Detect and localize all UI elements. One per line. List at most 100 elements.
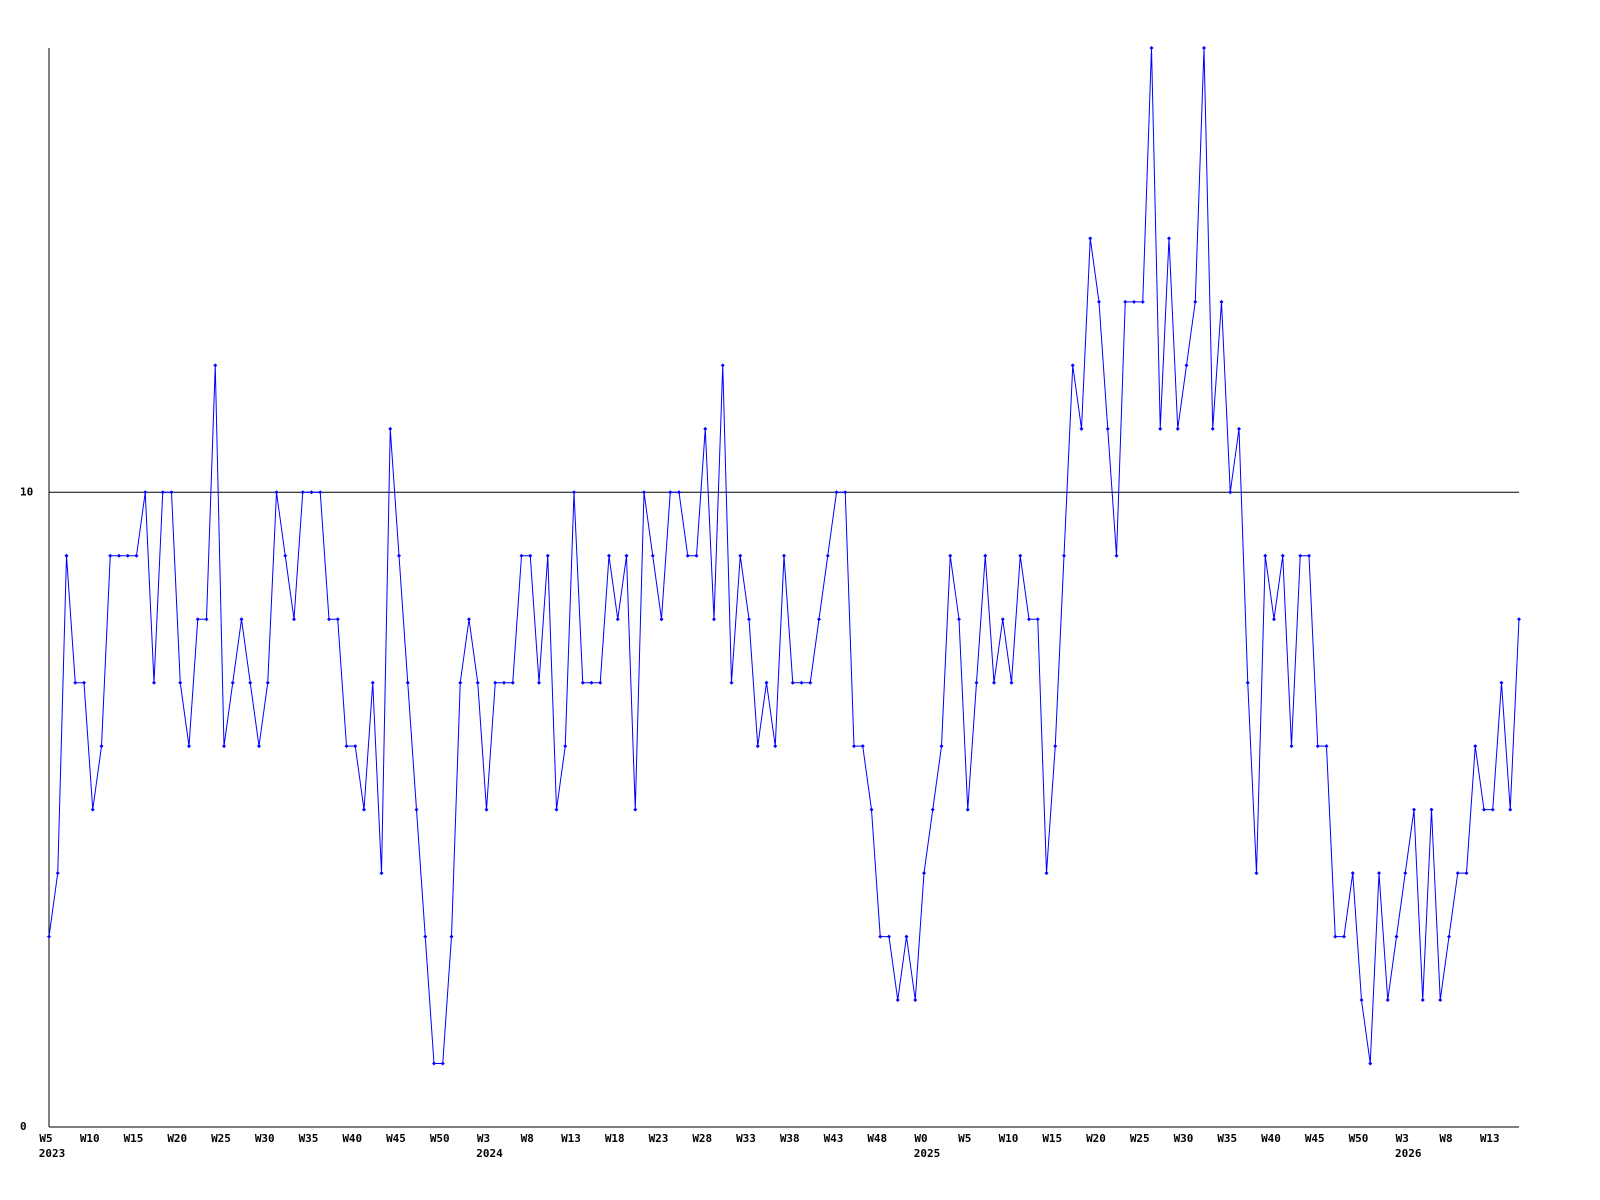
point — [195, 617, 200, 622]
point — [1219, 299, 1224, 304]
point — [388, 426, 393, 431]
point — [817, 617, 821, 622]
point — [1307, 553, 1311, 558]
point — [1228, 490, 1233, 495]
x-tick-label: W20 — [1086, 1132, 1106, 1145]
point — [607, 553, 611, 558]
point — [799, 680, 804, 685]
point — [239, 617, 244, 622]
point — [99, 744, 104, 749]
x-year-label: 2023 — [39, 1147, 66, 1160]
point — [353, 744, 358, 749]
x-tick-label: W3 — [477, 1132, 490, 1145]
point — [502, 680, 506, 685]
point — [834, 490, 839, 495]
point — [694, 553, 699, 558]
point — [169, 490, 174, 495]
point — [1079, 426, 1084, 431]
point — [1097, 299, 1101, 304]
point — [537, 680, 541, 685]
point — [738, 553, 743, 558]
point — [904, 934, 909, 939]
point — [230, 680, 235, 685]
point — [1464, 871, 1469, 876]
x-tick-label: W30 — [1174, 1132, 1194, 1145]
point — [1342, 934, 1346, 939]
x-tick-label: W18 — [605, 1132, 625, 1145]
point — [843, 490, 848, 495]
point — [1158, 426, 1163, 431]
point — [1105, 426, 1110, 431]
point — [1447, 934, 1451, 939]
point — [204, 617, 209, 622]
x-year-label: 2024 — [476, 1147, 503, 1160]
point — [1473, 744, 1478, 749]
point — [64, 553, 69, 558]
point — [335, 617, 340, 622]
point — [1272, 617, 1276, 622]
point — [825, 553, 830, 558]
x-tick-label: W23 — [649, 1132, 669, 1145]
point — [624, 553, 629, 558]
point — [1184, 363, 1189, 368]
point — [668, 490, 673, 495]
point — [493, 680, 498, 685]
point — [160, 490, 165, 495]
point — [974, 680, 979, 685]
point — [344, 744, 349, 749]
point — [1377, 871, 1381, 876]
point — [572, 490, 576, 495]
point — [1324, 744, 1329, 749]
x-tick-label: W43 — [824, 1132, 844, 1145]
point — [1149, 46, 1154, 50]
point — [1394, 934, 1399, 939]
point — [1482, 807, 1486, 812]
point — [869, 807, 874, 812]
point — [1508, 807, 1513, 812]
point — [274, 490, 279, 495]
point — [467, 617, 471, 622]
point — [222, 744, 226, 749]
point — [1490, 807, 1495, 812]
point — [257, 744, 261, 749]
point — [1298, 553, 1303, 558]
point — [1412, 807, 1416, 812]
point — [1210, 426, 1215, 431]
point — [1140, 299, 1145, 304]
point — [1315, 744, 1320, 749]
x-tick-label: W13 — [1480, 1132, 1500, 1145]
point — [1245, 680, 1250, 685]
point — [650, 553, 655, 558]
point — [1053, 744, 1058, 749]
x-tick-label: W48 — [867, 1132, 887, 1145]
point — [449, 934, 454, 939]
point — [790, 680, 795, 685]
point — [913, 998, 918, 1003]
point — [1193, 299, 1198, 304]
point — [187, 744, 191, 749]
point — [1517, 617, 1521, 622]
point — [432, 1061, 436, 1066]
x-tick-label: W15 — [1042, 1132, 1062, 1145]
point — [895, 998, 900, 1003]
point — [1202, 46, 1206, 50]
point — [878, 934, 883, 939]
point — [423, 934, 428, 939]
point — [528, 553, 533, 558]
y-tick-label: 0 — [20, 1120, 27, 1133]
point — [1175, 426, 1180, 431]
point — [327, 617, 331, 622]
point — [598, 680, 603, 685]
point — [1403, 871, 1408, 876]
point — [1499, 680, 1504, 685]
point — [117, 553, 121, 558]
x-tick-label: W45 — [386, 1132, 406, 1145]
point — [545, 553, 550, 558]
x-tick-label: W33 — [736, 1132, 756, 1145]
point — [755, 744, 760, 749]
point — [1455, 871, 1460, 876]
point — [1088, 236, 1093, 241]
point — [782, 553, 786, 558]
x-tick-label: W38 — [780, 1132, 800, 1145]
